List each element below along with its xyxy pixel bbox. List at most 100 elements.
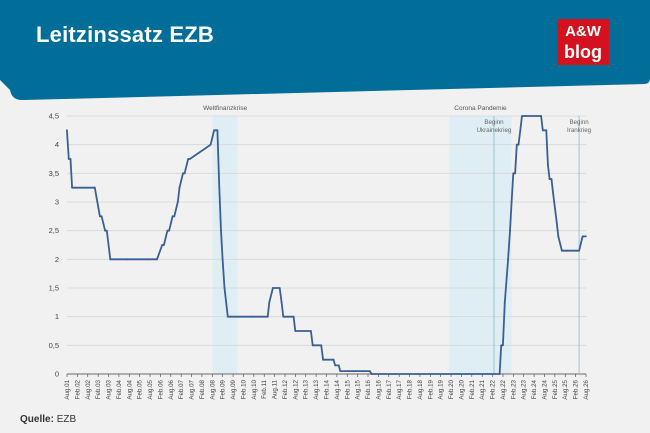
x-tick-label: Feb.14 bbox=[324, 379, 331, 399]
data-point bbox=[309, 330, 312, 332]
data-point bbox=[213, 129, 216, 132]
x-tick-label: Aug.05 bbox=[147, 379, 154, 399]
data-point bbox=[216, 129, 219, 132]
data-point bbox=[178, 186, 181, 189]
y-tick-label: 2,5 bbox=[49, 226, 59, 235]
y-tick-label: 1,5 bbox=[49, 284, 59, 293]
data-point bbox=[368, 370, 371, 373]
data-point bbox=[566, 249, 568, 252]
x-tick-label: Feb.20 bbox=[448, 379, 455, 399]
event-marker-label: Beginn bbox=[484, 119, 504, 126]
data-point bbox=[266, 315, 269, 318]
y-tick-label: 3,5 bbox=[49, 169, 59, 178]
source-label: Quelle: bbox=[20, 414, 54, 425]
data-point bbox=[67, 158, 70, 160]
x-tick-label: Feb.25 bbox=[552, 379, 559, 399]
data-point bbox=[126, 258, 129, 261]
data-point bbox=[320, 344, 323, 347]
data-point bbox=[69, 158, 72, 160]
x-tick-label: Aug.25 bbox=[562, 379, 569, 399]
data-point bbox=[547, 163, 549, 166]
region-band bbox=[449, 116, 512, 374]
data-point bbox=[417, 373, 420, 375]
data-point bbox=[218, 186, 221, 189]
x-tick-label: Feb.17 bbox=[386, 379, 393, 399]
data-point bbox=[550, 178, 553, 180]
data-point bbox=[187, 158, 190, 160]
x-tick-label: Aug.17 bbox=[396, 379, 403, 399]
x-tick-label: Aug.18 bbox=[417, 379, 424, 399]
x-tick-label: Aug.08 bbox=[209, 379, 216, 399]
data-point bbox=[251, 315, 254, 318]
data-point bbox=[334, 364, 337, 367]
x-tick-label: Aug.01 bbox=[64, 379, 71, 399]
data-point bbox=[147, 258, 150, 261]
data-point bbox=[223, 287, 226, 289]
data-point bbox=[370, 373, 373, 375]
data-point bbox=[498, 373, 501, 375]
data-point bbox=[104, 229, 107, 232]
y-tick-label: 1 bbox=[55, 312, 59, 321]
x-tick-label: Aug.26 bbox=[583, 379, 590, 399]
data-point bbox=[230, 315, 233, 318]
data-point bbox=[66, 129, 68, 132]
data-point bbox=[74, 186, 77, 189]
data-point bbox=[517, 143, 520, 146]
data-point bbox=[500, 344, 503, 347]
x-tick-label: Aug.21 bbox=[479, 379, 486, 399]
x-tick-label: Aug.07 bbox=[189, 379, 196, 399]
data-point bbox=[581, 235, 584, 238]
data-point bbox=[220, 229, 222, 232]
data-point bbox=[515, 143, 518, 146]
brand-logo[interactable]: A&W blog bbox=[557, 19, 609, 65]
data-point bbox=[209, 143, 212, 146]
logo-line-2: blog bbox=[564, 42, 602, 62]
data-point bbox=[171, 215, 174, 218]
x-tick-label: Feb.18 bbox=[407, 379, 414, 399]
data-point bbox=[562, 249, 565, 252]
event-marker-label: Irankrieg bbox=[567, 127, 592, 134]
x-tick-label: Feb.22 bbox=[490, 379, 497, 399]
data-point bbox=[585, 235, 587, 238]
data-point bbox=[188, 158, 191, 160]
data-point bbox=[161, 244, 164, 246]
data-point bbox=[572, 249, 575, 252]
y-tick-label: 0,5 bbox=[49, 341, 59, 350]
y-tick-label: 2 bbox=[55, 255, 59, 264]
data-point bbox=[507, 258, 509, 261]
y-tick-label: 4,5 bbox=[49, 112, 59, 121]
x-tick-label: Aug.14 bbox=[334, 379, 341, 399]
x-tick-label: Aug.19 bbox=[438, 379, 445, 399]
data-point bbox=[156, 258, 158, 261]
x-tick-label: Aug.20 bbox=[458, 379, 465, 399]
x-tick-label: Feb.03 bbox=[95, 379, 102, 399]
data-point bbox=[311, 344, 314, 347]
page-title: Leitzinssatz EZB bbox=[36, 22, 215, 47]
data-point bbox=[278, 287, 281, 289]
series-line bbox=[66, 115, 586, 375]
data-point bbox=[501, 344, 504, 347]
event-marker-label: Ukrainekrieg bbox=[477, 127, 512, 134]
data-point bbox=[294, 330, 297, 332]
data-point bbox=[545, 129, 548, 132]
y-tick-label: 0 bbox=[55, 370, 59, 379]
x-tick-label: Feb.13 bbox=[303, 379, 310, 399]
data-point bbox=[510, 201, 513, 203]
region-label: Weltfinanzkrise bbox=[203, 105, 247, 112]
x-tick-label: Feb.05 bbox=[137, 379, 144, 399]
x-tick-label: Feb.08 bbox=[199, 379, 206, 399]
data-point bbox=[560, 249, 563, 252]
data-point bbox=[541, 129, 544, 132]
header-banner bbox=[0, 0, 650, 100]
x-tick-label: Feb.12 bbox=[282, 379, 289, 399]
y-tick-label: 3 bbox=[55, 198, 59, 207]
region-band bbox=[212, 116, 238, 374]
data-point bbox=[71, 186, 74, 189]
source-value: EZB bbox=[56, 414, 77, 425]
data-point bbox=[280, 301, 283, 304]
data-point bbox=[355, 370, 357, 373]
header-bar bbox=[0, 0, 650, 100]
x-tick-label: Feb.09 bbox=[220, 379, 227, 399]
x-tick-label: Feb.02 bbox=[74, 379, 81, 399]
